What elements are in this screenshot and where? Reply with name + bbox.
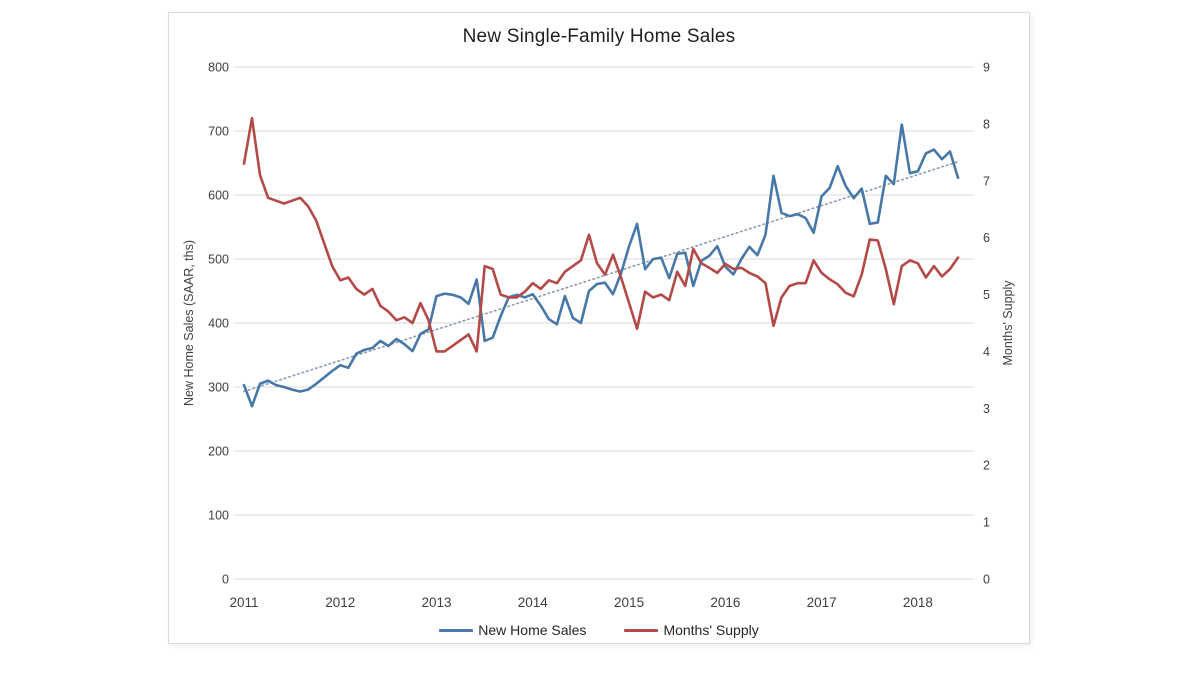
x-axis-year-label: 2017: [807, 595, 837, 610]
right-axis-tick: 1: [983, 516, 990, 530]
months-supply-swatch: [624, 628, 659, 632]
new-home-sales-swatch: [439, 628, 474, 632]
left-axis-tick: 0: [222, 573, 229, 587]
legend-label: Months' Supply: [663, 622, 759, 638]
left-axis-tick: 600: [208, 189, 229, 203]
gridlines: [235, 66, 973, 580]
x-axis-year-label: 2016: [710, 595, 740, 610]
left-axis-tick: 700: [208, 125, 229, 139]
left-axis-tick: 200: [208, 445, 229, 459]
right-axis-tick: 3: [983, 402, 990, 416]
left-axis-tick: 500: [208, 253, 229, 267]
legend-item-new-home-sales: New Home Sales: [439, 622, 586, 638]
left-axis-tick: 400: [208, 317, 229, 331]
legend-item-months-supply: Months' Supply: [624, 622, 759, 638]
x-axis-year-label: 2014: [518, 595, 549, 610]
x-axis-year-label: 2012: [325, 595, 355, 610]
trendline: [243, 160, 959, 393]
x-axis-year-label: 2011: [229, 595, 258, 610]
chart-legend: New Home Sales Months' Supply: [169, 619, 1029, 641]
right-axis-tick: 2: [983, 459, 990, 473]
left-axis-tick: 100: [208, 509, 229, 523]
left-axis-tick: 300: [208, 381, 229, 395]
x-axis-year-label: 2018: [903, 595, 933, 610]
right-axis-tick: 6: [983, 231, 990, 245]
x-axis-year-label: 2015: [614, 595, 644, 610]
left-axis-tick: 800: [208, 61, 229, 75]
right-axis-tick: 0: [983, 573, 990, 587]
right-axis-tick: 7: [983, 174, 990, 188]
legend-label: New Home Sales: [478, 622, 587, 638]
right-axis-tick: 4: [983, 345, 990, 359]
right-axis-tick: 8: [983, 117, 990, 131]
right-axis-tick: 9: [983, 61, 990, 75]
months-supply-line: [242, 116, 960, 353]
new-home-sales-line: [242, 123, 960, 408]
plot-svg: 0 100 200 300 400 500 600 700 800 0 1 2 3 4 5 6 7 8 9 2011 2…: [182, 61, 1015, 611]
chart-title: New Single-Family Home Sales: [462, 26, 736, 47]
right-axis-tick: 5: [983, 288, 990, 302]
left-axis-title: New Home Sales (SAAR, ths): [182, 240, 196, 406]
x-axis-year-label: 2013: [422, 595, 452, 610]
right-axis-title: Months' Supply: [1001, 280, 1015, 366]
chart-image: 0 100 200 300 400 500 600 700 800 0 1 2 3 4 5 6 7 8 9 2011 2…: [168, 12, 1030, 644]
